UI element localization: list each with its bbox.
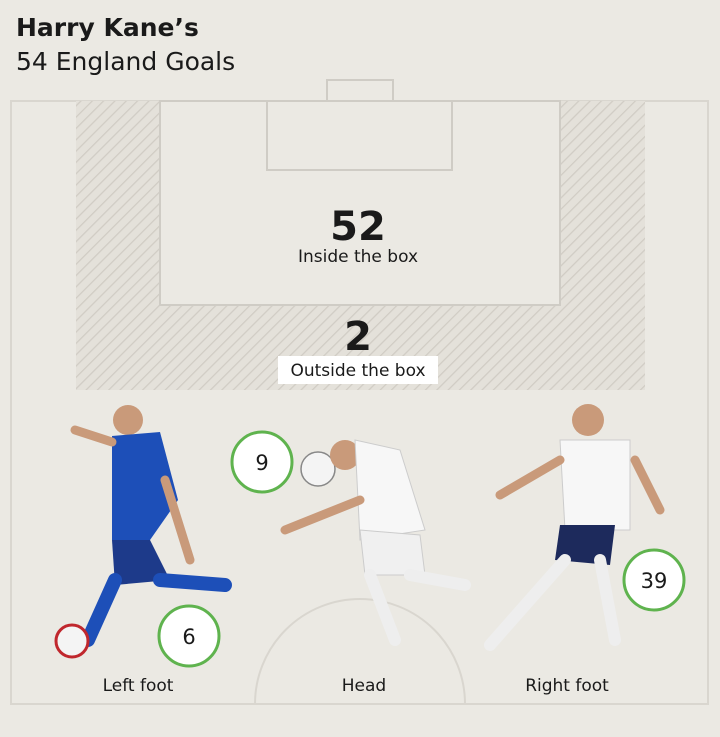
- goal: [326, 79, 394, 102]
- player-head: [280, 439, 471, 646]
- value-circle: [230, 430, 294, 494]
- player-right-foot: [484, 404, 665, 651]
- value-circle: [622, 548, 686, 612]
- method-value: 9: [255, 451, 268, 475]
- method-head: 9 Head: [230, 430, 386, 696]
- outside-box-label-bg: [278, 356, 438, 384]
- outside-box-label: Outside the box: [290, 361, 425, 381]
- inside-box-label: Inside the box: [298, 247, 418, 267]
- subtitle: 54 England Goals: [16, 47, 235, 76]
- inside-box-value: 52: [330, 204, 386, 250]
- pitch: [10, 79, 709, 705]
- title: Harry Kane’s: [16, 13, 199, 42]
- outside-box-value: 2: [344, 314, 372, 360]
- method-label: Left foot: [103, 676, 174, 696]
- method-label: Right foot: [525, 676, 609, 696]
- player-left-foot: [54, 405, 232, 659]
- method-value: 6: [182, 625, 195, 649]
- method-right-foot: 39 Right foot: [525, 548, 686, 696]
- method-value: 39: [641, 569, 668, 593]
- centre-arc: [254, 598, 466, 705]
- method-left-foot: 6 Left foot: [103, 604, 221, 696]
- penalty-box: [159, 100, 561, 306]
- method-label: Head: [342, 676, 386, 696]
- value-circle: [157, 604, 221, 668]
